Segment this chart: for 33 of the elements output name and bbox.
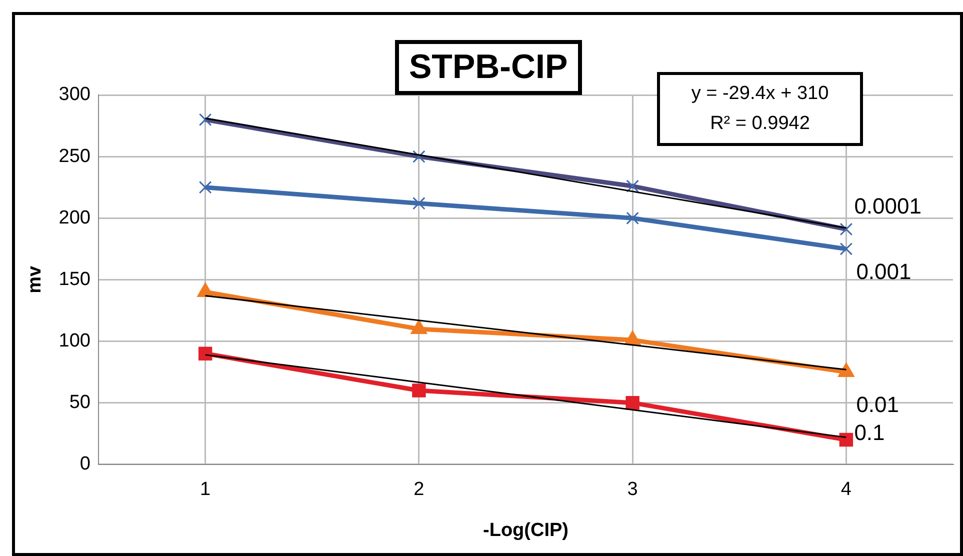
x-tick-label: 4: [840, 479, 852, 500]
annotation: R² = 0.9942: [709, 112, 811, 136]
equation-box: y = -29.4x + 310 R² = 0.9942: [657, 72, 863, 146]
y-tick-label: 150: [58, 268, 90, 290]
y-tick-label: 300: [58, 84, 90, 106]
y-axis-title: mv: [24, 266, 46, 294]
y-tick-label: 0: [80, 454, 90, 475]
title-box: STPB-CIP: [395, 40, 582, 95]
point: [198, 113, 212, 126]
y-tick-label: 200: [58, 207, 90, 228]
series-label: 0.001: [856, 258, 912, 284]
series-label: 0.01: [856, 392, 900, 418]
y-tick-label: 50: [69, 392, 90, 414]
x-tick-label: 2: [414, 479, 424, 500]
series-label: 0.1: [854, 420, 885, 445]
point: [840, 242, 853, 256]
x-tick-label: 1: [200, 479, 211, 500]
y-tick-label: 100: [58, 330, 90, 352]
point: [840, 222, 853, 236]
point: [198, 180, 212, 194]
point: [626, 396, 640, 410]
point: [412, 150, 426, 163]
series-label: 0.0001: [854, 193, 922, 218]
point: [198, 346, 212, 360]
y-tick-label: 250: [58, 146, 90, 167]
point: [412, 196, 426, 210]
point: [839, 432, 854, 447]
point: [626, 180, 639, 193]
x-tick-label: 3: [627, 479, 638, 500]
annotation: y = -29.4x + 310: [690, 82, 830, 106]
point: [412, 384, 426, 398]
x-axis-title: -Log(CIP): [483, 520, 568, 541]
point: [626, 212, 639, 225]
